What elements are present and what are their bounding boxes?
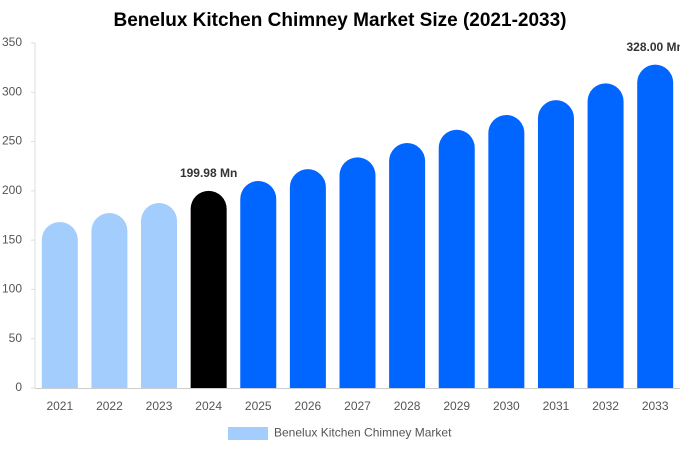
x-tick-label: 2030 [493,399,520,413]
legend-label: Benelux Kitchen Chimney Market [274,426,452,440]
x-tick-label: 2026 [295,399,322,413]
bar [240,181,277,388]
value-label: 199.98 Mn [180,166,237,180]
x-tick-label: 2028 [394,399,421,413]
x-tick-label: 2023 [146,399,173,413]
bar [637,64,674,388]
bar [438,129,475,388]
bar [91,213,128,388]
y-tick-label: 100 [2,282,22,296]
y-tick-label: 350 [2,35,22,49]
x-tick-label: 2031 [543,399,570,413]
legend-swatch [228,427,268,440]
bar [339,157,376,388]
bar [488,114,525,388]
bar [141,202,178,388]
bar [537,100,574,389]
bar [289,169,326,388]
bar [41,222,78,388]
y-tick-label: 50 [9,331,23,345]
x-tick-label: 2027 [344,399,371,413]
x-tick-label: 2024 [195,399,222,413]
chart-title: Benelux Kitchen Chimney Market Size (202… [113,10,566,31]
y-tick-label: 250 [2,134,22,148]
y-tick-label: 200 [2,183,22,197]
x-tick-label: 2033 [642,399,669,413]
x-tick-label: 2022 [96,399,123,413]
bar [190,190,227,388]
x-tick-label: 2021 [46,399,73,413]
y-tick-label: 300 [2,84,22,98]
y-tick-label: 150 [2,232,22,246]
value-label: 328.00 Mn [627,40,680,54]
bar [587,83,624,388]
x-tick-label: 2025 [245,399,272,413]
x-tick-label: 2032 [592,399,619,413]
x-tick-label: 2029 [443,399,470,413]
y-tick-label: 0 [15,380,22,394]
bar [389,143,426,388]
